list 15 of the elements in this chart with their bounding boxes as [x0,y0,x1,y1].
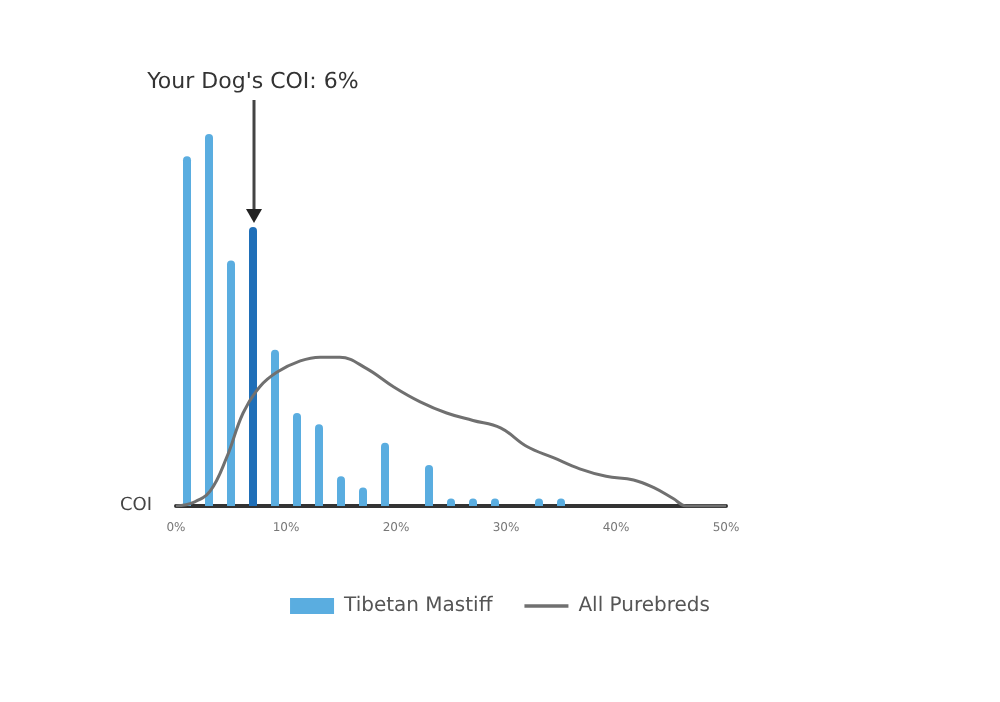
annotation: Your Dog's COI: 6% [147,68,359,94]
bar [271,349,279,506]
bar [315,424,323,506]
bar [227,260,235,506]
legend-label: All Purebreds [578,595,710,617]
bar [425,465,433,506]
bar [205,134,213,506]
bar [183,156,191,506]
bar [359,487,367,506]
legend-label: Tibetan Mastiff [342,595,495,617]
bar [381,442,389,506]
x-axis-title: COI [119,496,152,516]
bar [249,227,257,506]
bar [337,476,345,506]
bar [293,413,301,506]
